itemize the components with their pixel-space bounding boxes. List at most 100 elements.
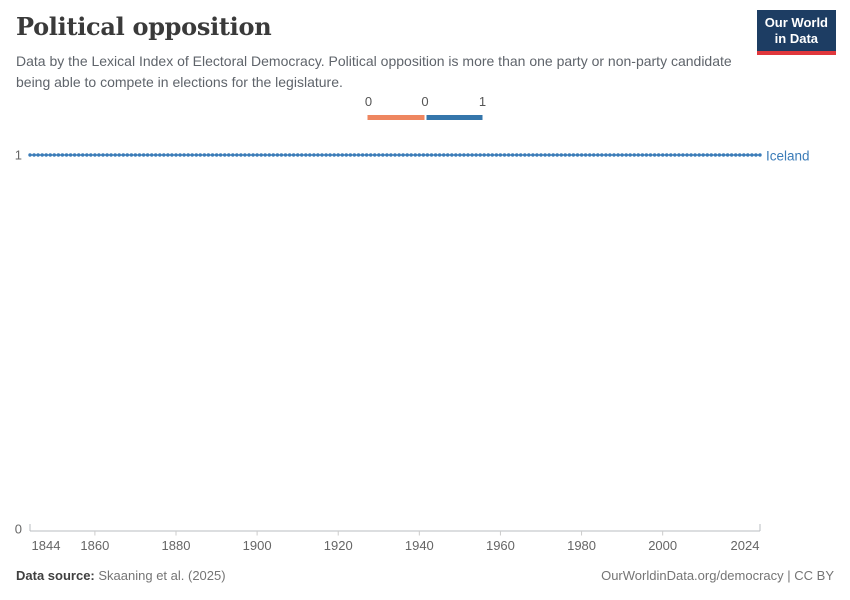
data-point-marker[interactable] xyxy=(137,153,142,157)
data-point-marker[interactable] xyxy=(348,153,353,157)
data-point-marker[interactable] xyxy=(89,153,93,157)
data-point-marker[interactable] xyxy=(429,153,434,157)
data-point-marker[interactable] xyxy=(600,153,604,157)
data-point-marker[interactable] xyxy=(754,153,758,157)
data-point-marker[interactable] xyxy=(567,153,572,157)
data-point-marker[interactable] xyxy=(515,153,519,157)
data-point-marker[interactable] xyxy=(44,153,48,157)
data-point-marker[interactable] xyxy=(93,153,97,157)
data-point-marker[interactable] xyxy=(81,153,85,157)
data-point-marker[interactable] xyxy=(275,153,280,157)
data-point-marker[interactable] xyxy=(194,153,198,157)
data-point-marker[interactable] xyxy=(510,153,515,157)
data-point-marker[interactable] xyxy=(40,153,44,157)
data-point-marker[interactable] xyxy=(693,153,697,157)
data-point-marker[interactable] xyxy=(571,153,576,157)
data-point-marker[interactable] xyxy=(308,153,312,157)
data-point-marker[interactable] xyxy=(389,153,393,157)
data-point-marker[interactable] xyxy=(259,153,263,157)
data-point-marker[interactable] xyxy=(166,153,170,157)
data-point-marker[interactable] xyxy=(466,153,470,157)
data-point-marker[interactable] xyxy=(56,153,61,157)
data-point-marker[interactable] xyxy=(85,153,89,157)
data-point-marker[interactable] xyxy=(125,153,129,157)
data-point-marker[interactable] xyxy=(247,153,251,157)
data-point-marker[interactable] xyxy=(328,153,332,157)
data-point-marker[interactable] xyxy=(425,153,430,157)
data-point-marker[interactable] xyxy=(632,153,636,157)
data-point-marker[interactable] xyxy=(186,153,190,157)
data-point-marker[interactable] xyxy=(369,153,373,157)
data-point-marker[interactable] xyxy=(283,153,288,157)
data-point-marker[interactable] xyxy=(291,153,296,157)
data-point-marker[interactable] xyxy=(527,153,531,157)
data-point-marker[interactable] xyxy=(417,153,421,157)
data-point-marker[interactable] xyxy=(182,153,186,157)
data-point-marker[interactable] xyxy=(519,153,523,157)
data-point-marker[interactable] xyxy=(437,153,442,157)
data-point-marker[interactable] xyxy=(454,153,458,157)
data-point-marker[interactable] xyxy=(377,153,381,157)
data-point-marker[interactable] xyxy=(644,153,649,157)
data-point-marker[interactable] xyxy=(746,153,750,157)
data-point-marker[interactable] xyxy=(129,153,134,157)
data-point-marker[interactable] xyxy=(575,153,580,157)
data-point-marker[interactable] xyxy=(231,153,235,157)
data-point-marker[interactable] xyxy=(636,153,640,157)
data-point-marker[interactable] xyxy=(340,153,344,157)
data-point-marker[interactable] xyxy=(210,153,215,157)
data-point-marker[interactable] xyxy=(243,153,247,157)
data-point-marker[interactable] xyxy=(620,153,624,157)
data-point-marker[interactable] xyxy=(121,153,126,157)
data-point-marker[interactable] xyxy=(255,153,259,157)
data-point-marker[interactable] xyxy=(344,153,348,157)
data-point-marker[interactable] xyxy=(352,153,357,157)
data-point-marker[interactable] xyxy=(397,153,401,157)
data-point-marker[interactable] xyxy=(490,153,494,157)
data-point-marker[interactable] xyxy=(324,153,328,157)
data-point-marker[interactable] xyxy=(105,153,109,157)
data-point-marker[interactable] xyxy=(446,153,450,157)
data-point-marker[interactable] xyxy=(32,153,36,157)
data-point-marker[interactable] xyxy=(52,153,56,157)
data-point-marker[interactable] xyxy=(742,153,746,157)
data-point-marker[interactable] xyxy=(673,153,677,157)
data-point-marker[interactable] xyxy=(579,153,584,157)
data-point-marker[interactable] xyxy=(596,153,600,157)
data-point-marker[interactable] xyxy=(535,153,539,157)
data-point-marker[interactable] xyxy=(101,153,105,157)
data-point-marker[interactable] xyxy=(685,153,689,157)
data-point-marker[interactable] xyxy=(296,153,300,157)
legend-bin-0[interactable] xyxy=(367,115,424,120)
owid-url-link[interactable]: OurWorldinData.org/democracy xyxy=(601,568,784,583)
data-point-marker[interactable] xyxy=(612,153,616,157)
data-point-marker[interactable] xyxy=(271,153,275,157)
data-point-marker[interactable] xyxy=(239,153,243,157)
data-point-marker[interactable] xyxy=(401,153,405,157)
data-point-marker[interactable] xyxy=(734,153,738,157)
series-entity-label[interactable]: Iceland xyxy=(766,149,810,164)
data-point-marker[interactable] xyxy=(373,153,377,157)
data-point-marker[interactable] xyxy=(486,153,490,157)
data-point-marker[interactable] xyxy=(555,153,559,157)
data-point-marker[interactable] xyxy=(300,153,304,157)
data-point-marker[interactable] xyxy=(145,153,150,157)
data-point-marker[interactable] xyxy=(405,153,409,157)
data-point-marker[interactable] xyxy=(36,153,40,157)
data-point-marker[interactable] xyxy=(198,153,202,157)
data-point-marker[interactable] xyxy=(72,153,77,157)
data-point-marker[interactable] xyxy=(450,153,454,157)
data-point-marker[interactable] xyxy=(48,153,52,157)
data-point-marker[interactable] xyxy=(421,153,426,157)
data-point-marker[interactable] xyxy=(725,153,730,157)
data-point-marker[interactable] xyxy=(174,153,178,157)
data-point-marker[interactable] xyxy=(64,153,69,157)
data-point-marker[interactable] xyxy=(721,153,726,157)
legend-bin-1[interactable] xyxy=(426,115,483,120)
data-point-marker[interactable] xyxy=(158,153,162,157)
data-point-marker[interactable] xyxy=(227,153,231,157)
data-point-marker[interactable] xyxy=(640,153,645,157)
license-link[interactable]: CC BY xyxy=(794,568,834,583)
data-point-marker[interactable] xyxy=(154,153,158,157)
data-point-marker[interactable] xyxy=(705,153,709,157)
